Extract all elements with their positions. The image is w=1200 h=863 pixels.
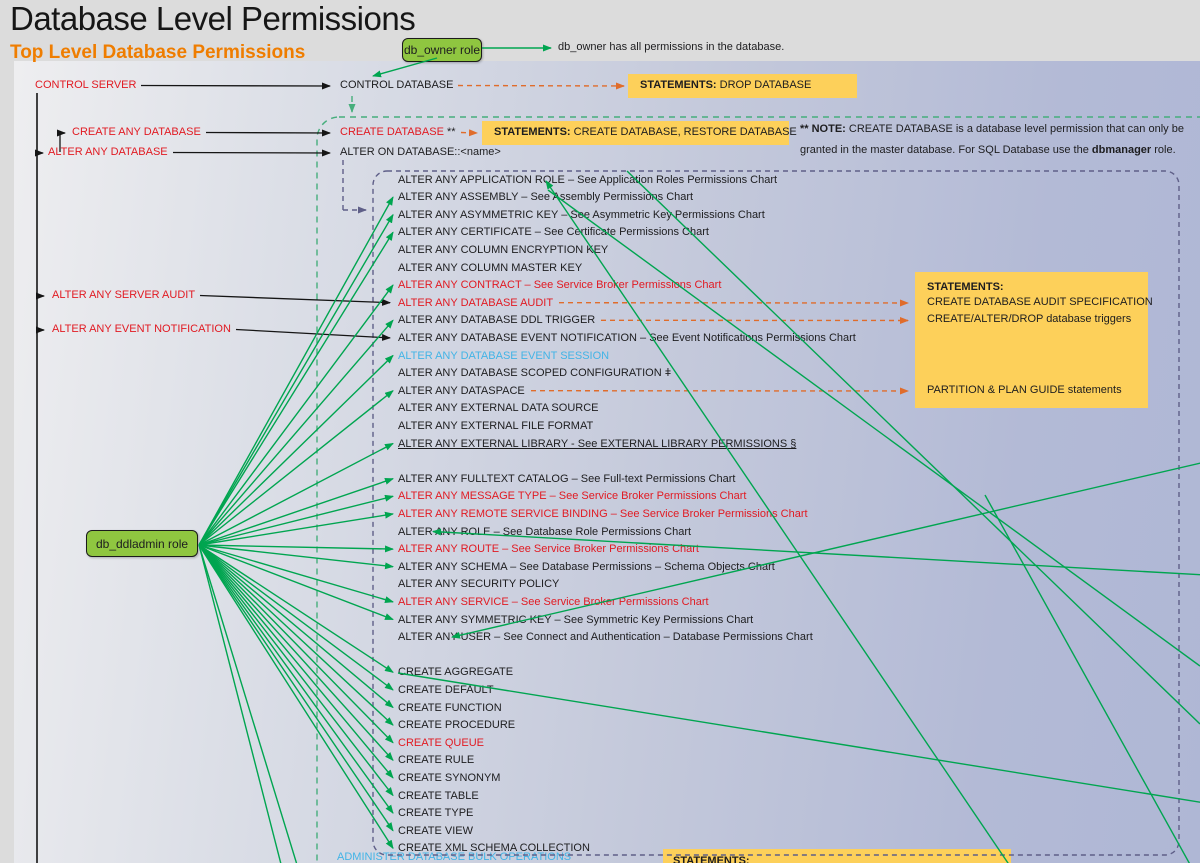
permission-row: ALTER ANY CONTRACT – See Service Broker …: [398, 279, 722, 292]
permission-row: CREATE SYNONYM: [398, 771, 501, 784]
permission-row: ALTER ANY USER – See Connect and Authent…: [398, 631, 813, 644]
control-database-label: CONTROL DATABASE: [340, 79, 454, 91]
statements-panel-header: STATEMENTS:: [927, 281, 1004, 293]
statements-panel-item: PARTITION & PLAN GUIDE statements: [927, 384, 1122, 396]
create-database-callout: STATEMENTS: CREATE DATABASE, RESTORE DAT…: [482, 121, 797, 145]
statements-panel-item: CREATE/ALTER/DROP database triggers: [927, 313, 1132, 325]
page-title: Database Level Permissions: [10, 0, 416, 37]
permission-row: CREATE RULE: [398, 754, 475, 767]
drop-callout-header: STATEMENTS:: [640, 79, 717, 91]
db-ddladmin-role-label: db_ddladmin role: [95, 536, 189, 551]
permission-row: CREATE TYPE: [398, 807, 474, 820]
db-owner-annotation: db_owner has all permissions in the data…: [558, 41, 785, 53]
create-callout-text: CREATE DATABASE, RESTORE DATABASE: [573, 126, 797, 138]
permission-row: ALTER ANY SCHEMA – See Database Permissi…: [398, 560, 775, 573]
permission-row: ALTER ANY DATASPACE: [398, 384, 525, 397]
permission-row: ALTER ANY ROLE – See Database Role Permi…: [398, 525, 692, 538]
alter-any-event-notification-label: ALTER ANY EVENT NOTIFICATION: [52, 323, 231, 335]
permission-row: CREATE VIEW: [398, 824, 473, 837]
permission-row: ALTER ANY ASYMMETRIC KEY – See Asymmetri…: [398, 208, 765, 221]
bottom-statements-panel: STATEMENTS:: [663, 849, 1011, 863]
permission-row: ALTER ANY DATABASE EVENT NOTIFICATION – …: [398, 331, 856, 344]
create-callout-header: STATEMENTS:: [494, 126, 571, 138]
note-bold-dbmanager: dbmanager: [1091, 144, 1152, 156]
permission-row: ALTER ANY EXTERNAL FILE FORMAT: [398, 419, 594, 432]
permission-row: ALTER ANY SERVICE – See Service Broker P…: [398, 595, 709, 608]
alter-any-server-audit-label: ALTER ANY SERVER AUDIT: [52, 289, 196, 301]
permission-row: CREATE FUNCTION: [398, 701, 502, 714]
permission-row: CREATE PROCEDURE: [398, 719, 516, 732]
create-database-footnote-marker: **: [446, 126, 456, 138]
create-database-note: ** NOTE: CREATE DATABASE is a database l…: [800, 119, 1200, 161]
permission-row: CREATE DEFAULT: [398, 683, 494, 696]
permission-row: ALTER ANY CERTIFICATE – See Certificate …: [398, 226, 709, 239]
permission-row: ALTER ANY EXTERNAL DATA SOURCE: [398, 402, 599, 415]
statements-panel: STATEMENTS: CREATE DATABASE AUDIT SPECIF…: [915, 272, 1153, 408]
section-heading: Top Level Database Permissions: [10, 42, 306, 63]
note-bold-prefix: ** NOTE:: [800, 123, 846, 135]
permission-row: ALTER ANY DATABASE SCOPED CONFIGURATION …: [398, 367, 672, 380]
drop-database-callout: STATEMENTS: DROP DATABASE: [628, 74, 857, 98]
permission-row: ALTER ANY SECURITY POLICY: [398, 578, 560, 591]
permission-row: ALTER ANY APPLICATION ROLE – See Applica…: [398, 173, 778, 186]
permission-row: CREATE AGGREGATE: [398, 666, 514, 679]
alter-on-database-label: ALTER ON DATABASE::<name>: [340, 146, 501, 158]
permission-row: ALTER ANY MESSAGE TYPE – See Service Bro…: [398, 490, 747, 503]
permission-row: ALTER ANY DATABASE AUDIT: [398, 296, 554, 309]
permission-row: ALTER ANY FULLTEXT CATALOG – See Full-te…: [398, 472, 736, 485]
db-owner-role-label: db_owner role: [403, 43, 481, 57]
db-ddladmin-role-node: db_ddladmin role: [86, 530, 198, 557]
permission-row: CREATE TABLE: [398, 789, 479, 802]
permission-row: ALTER ANY ASSEMBLY – See Assembly Permis…: [398, 191, 694, 204]
create-database-text: CREATE DATABASE: [340, 126, 444, 138]
permission-row: ALTER ANY DATABASE EVENT SESSION: [398, 349, 610, 362]
permission-row: ALTER ANY REMOTE SERVICE BINDING – See S…: [398, 507, 808, 520]
create-any-database-label: CREATE ANY DATABASE: [72, 126, 201, 138]
permission-row: CREATE QUEUE: [398, 736, 484, 749]
db-owner-role-node: db_owner role: [402, 38, 482, 62]
control-server-label: CONTROL SERVER: [35, 79, 137, 91]
permission-row: ALTER ANY EXTERNAL LIBRARY - See EXTERNA…: [398, 437, 797, 450]
drop-callout-text: DROP DATABASE: [719, 79, 812, 91]
create-database-label: CREATE DATABASE **: [340, 126, 456, 139]
permission-row: ALTER ANY DATABASE DDL TRIGGER: [398, 314, 596, 327]
permission-row: ALTER ANY SYMMETRIC KEY – See Symmetric …: [398, 613, 754, 626]
bottom-panel-header: STATEMENTS:: [673, 855, 750, 863]
statements-panel-item: CREATE DATABASE AUDIT SPECIFICATION: [927, 296, 1153, 308]
permission-row: ALTER ANY ROUTE – See Service Broker Per…: [398, 543, 699, 556]
permission-row: CREATE XML SCHEMA COLLECTION: [398, 842, 590, 855]
permission-row: ALTER ANY COLUMN ENCRYPTION KEY: [398, 243, 609, 256]
permission-row: ALTER ANY COLUMN MASTER KEY: [398, 261, 583, 274]
note-text-2: role.: [1151, 144, 1176, 156]
alter-any-database-label: ALTER ANY DATABASE: [48, 146, 168, 158]
